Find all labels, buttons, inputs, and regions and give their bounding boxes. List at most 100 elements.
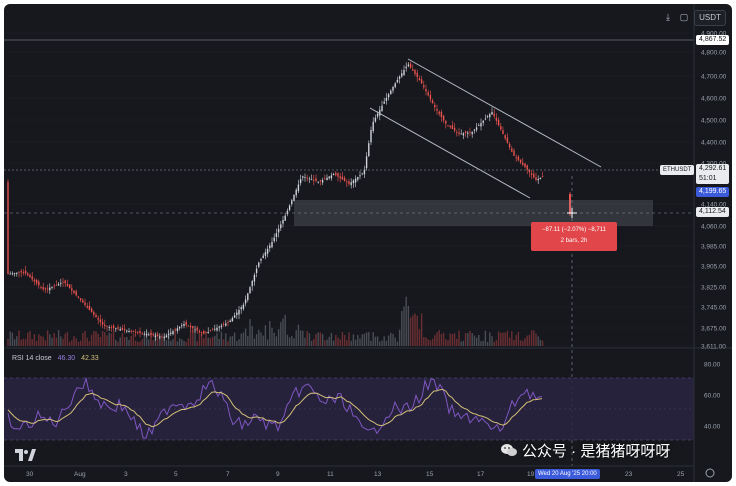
candle-body — [196, 327, 198, 331]
candle-body — [295, 189, 297, 196]
volume-bar — [178, 338, 181, 346]
volume-bar — [53, 333, 55, 346]
volume-bar — [273, 332, 275, 346]
candle-body — [321, 180, 324, 183]
candle-body — [511, 148, 513, 152]
volume-bar — [517, 331, 520, 346]
volume-bar — [385, 340, 388, 346]
volume-bar — [297, 324, 300, 346]
volume-bar — [38, 334, 40, 346]
channel-upper-line[interactable] — [407, 58, 602, 168]
candle-body — [537, 178, 539, 181]
candle-body — [412, 69, 414, 71]
volume-bar — [341, 332, 344, 346]
candle-body — [240, 307, 242, 310]
candle-body — [337, 173, 339, 177]
candle-body — [29, 274, 31, 278]
volume-bar — [442, 332, 445, 346]
volume-bar — [394, 337, 396, 346]
volume-bar — [277, 329, 280, 346]
volume-bar — [90, 334, 93, 346]
candle-body — [434, 104, 436, 108]
candle-body — [266, 248, 269, 254]
candle-body — [31, 276, 33, 280]
volume-bar — [460, 341, 462, 346]
camera-frame-icon[interactable]: ▢ — [679, 12, 689, 22]
rsi-axis[interactable]: 80.00 60.00 40.00 — [704, 362, 721, 431]
volume-bar — [220, 331, 223, 346]
volume-bar — [132, 333, 135, 346]
volume-bar — [431, 338, 434, 346]
candle-body — [233, 315, 236, 318]
volume-bar — [229, 336, 231, 346]
channel-lower-line[interactable] — [369, 107, 531, 199]
candle-body — [535, 177, 537, 180]
candle-body — [497, 119, 500, 126]
time-axis[interactable]: 30 Aug 3 5 7 9 11 13 15 17 19 23 25 — [26, 471, 685, 478]
volume-bar — [181, 339, 183, 346]
down-arrow-icon[interactable]: ⤓ — [666, 12, 670, 22]
candle-body — [339, 176, 341, 179]
volume-bar — [306, 331, 308, 346]
candle-body — [82, 300, 84, 303]
candle-body — [262, 255, 264, 258]
currency-selector[interactable]: USDT — [694, 10, 726, 26]
volume-bar — [304, 337, 306, 346]
candle-body — [429, 95, 432, 100]
candle-body — [238, 310, 240, 315]
candle-body — [172, 331, 174, 335]
volume-bar — [77, 341, 80, 346]
bar-countdown: 51:01 — [699, 175, 717, 182]
volume-bar — [88, 341, 91, 346]
candle-body — [376, 113, 379, 117]
volume-bar — [79, 340, 82, 346]
candle-body — [449, 125, 451, 128]
candle-body — [229, 320, 231, 323]
candle-body — [502, 130, 504, 134]
candle-body — [198, 331, 201, 332]
volume-bar — [493, 341, 495, 346]
volume-bar — [57, 330, 60, 346]
candle-body — [387, 94, 390, 98]
price-axis-label: 4,800.00 — [701, 50, 727, 57]
volume-bar — [376, 336, 379, 346]
candle-body — [374, 117, 377, 122]
candle-body — [112, 325, 115, 328]
volume-bar — [372, 332, 374, 346]
volume-bar — [458, 330, 460, 346]
candle-body — [200, 332, 203, 333]
candle-body — [207, 331, 209, 334]
candle-body — [530, 173, 533, 175]
candle-body — [286, 210, 289, 215]
volume-bar — [231, 336, 234, 346]
volume-bar — [203, 338, 205, 346]
candle-body — [324, 178, 326, 180]
candle-body — [18, 271, 20, 273]
candle-body — [326, 177, 328, 181]
candle-body — [354, 178, 357, 183]
candle-body — [104, 324, 106, 327]
candle-body — [53, 285, 55, 287]
volume-bar — [482, 340, 484, 346]
volume-bar — [42, 336, 44, 346]
volume-bar — [409, 317, 412, 346]
candle-body — [181, 325, 183, 327]
candle-body — [150, 333, 152, 335]
volume-bar — [163, 335, 165, 346]
volume-bar — [196, 341, 198, 346]
candle-body — [284, 215, 286, 221]
volume-bar — [264, 325, 267, 346]
volume-bar — [20, 339, 22, 346]
candle-body — [297, 184, 300, 192]
volume-bar — [82, 332, 84, 346]
price-chart[interactable]: 4,900.00 4,800.00 4,700.00 4,600.00 4,500.00… — [4, 4, 732, 482]
rsi-legend[interactable]: RSI 14 close 46.30 42.33 — [12, 354, 99, 364]
settings-gear-icon[interactable] — [705, 468, 715, 478]
candle-body — [115, 328, 117, 330]
high-price-tag: 4,867.52 — [696, 35, 730, 45]
candle-body — [401, 73, 403, 77]
volume-bar — [128, 340, 130, 346]
tradingview-logo-icon[interactable] — [14, 447, 36, 463]
candle-body — [90, 308, 93, 313]
volume-bar — [319, 332, 322, 346]
